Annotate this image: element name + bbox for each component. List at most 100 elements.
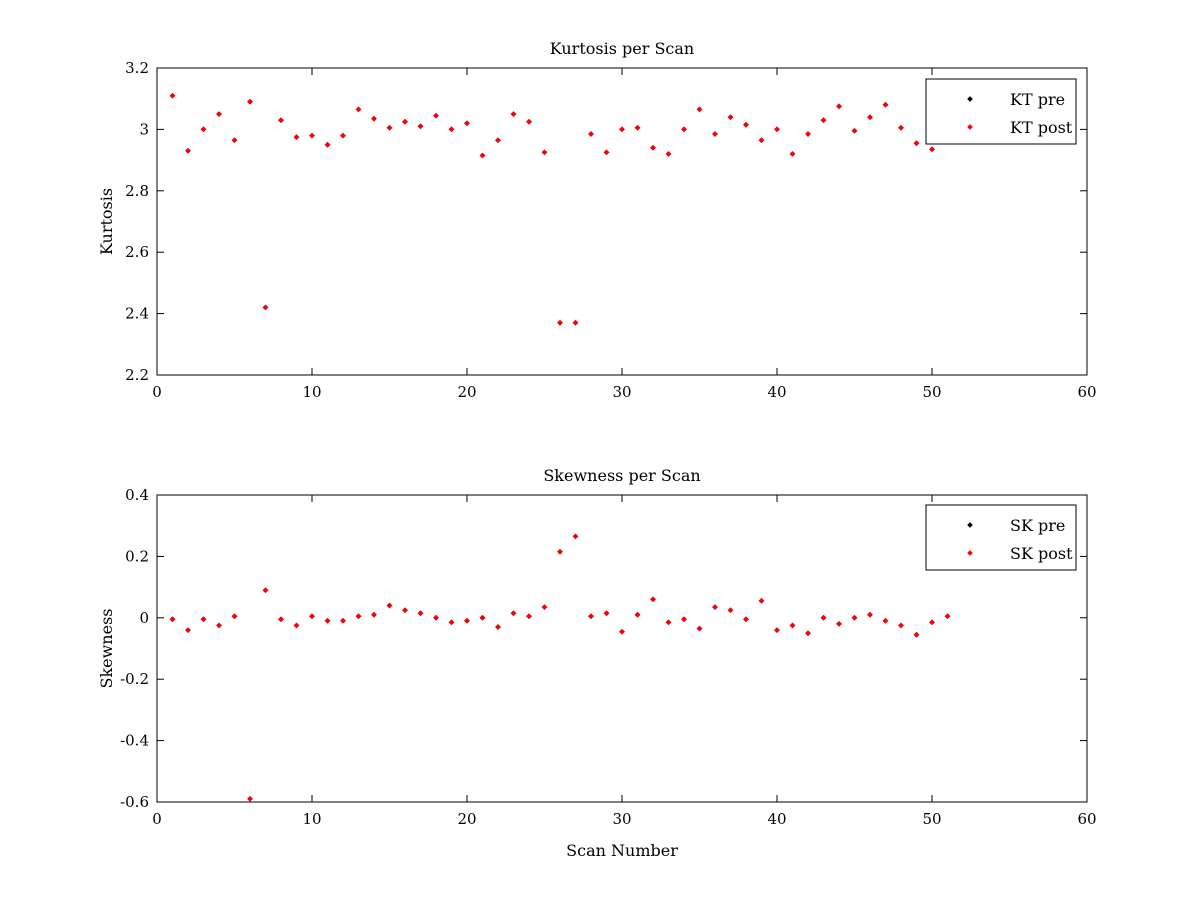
chart2-legend-marker (967, 550, 973, 556)
chart1-point (650, 144, 656, 151)
chart1-point (572, 319, 579, 326)
chart2-point (402, 607, 408, 614)
chart1-point (293, 134, 300, 141)
chart1-xtick-label: 0 (152, 383, 162, 401)
chart1-legend-box (925, 78, 1077, 145)
chart1-point (774, 126, 780, 133)
chart1-point (247, 98, 253, 105)
chart1-series-post (169, 92, 935, 326)
chart2-point (185, 627, 191, 634)
chart2-point (681, 616, 687, 623)
chart2-xtick-label: 50 (922, 810, 941, 828)
chart2-point (929, 619, 935, 626)
chart1-ytick-label: 2.2 (125, 366, 149, 384)
chart1-point (836, 103, 842, 110)
chart2-xtick-label: 60 (1077, 810, 1096, 828)
chart2-point (588, 613, 594, 620)
chart2-point (510, 610, 517, 617)
chart2-point (355, 613, 362, 620)
chart1-point (200, 126, 207, 133)
chart2-point (774, 627, 780, 634)
chart1-legend: KT pre KT post (925, 78, 1077, 145)
chart2: 0 10 20 30 40 50 60 -0.6 -0.4 -0.2 0 0.2 0.4 Skewness… (97, 466, 1097, 860)
chart1-point (789, 151, 796, 157)
chart1-ytick-label: 3 (139, 120, 149, 138)
chart2-point (479, 614, 486, 621)
chart1-ylabel: Kurtosis (97, 188, 116, 255)
chart2-point (665, 619, 672, 626)
chart2-point (433, 614, 439, 621)
chart2-point (278, 616, 284, 623)
chart2-point (417, 610, 424, 617)
chart1-point (712, 131, 718, 137)
chart1-point (913, 140, 920, 147)
chart1-point (743, 121, 749, 128)
chart1-point (355, 106, 362, 113)
chart2-point (898, 622, 904, 629)
chart2-point (758, 597, 765, 604)
chart1-ytick-label: 2.8 (125, 182, 149, 200)
chart2-point (603, 610, 610, 617)
chart2-point (882, 617, 889, 624)
chart1-point (526, 118, 532, 125)
chart1-point (185, 147, 191, 154)
chart2-point (231, 613, 238, 620)
chart2-ytick-label: -0.6 (120, 793, 149, 811)
chart2-point (712, 604, 718, 611)
chart2-point (495, 624, 501, 630)
chart1-point (898, 124, 904, 131)
chart2-point (867, 611, 873, 618)
chart1-point (510, 111, 517, 118)
chart1-point (634, 124, 641, 131)
chart1-point (216, 111, 222, 118)
chart2-point (619, 628, 625, 635)
chart1-legend-marker (967, 96, 973, 102)
chart1-legend-label: KT post (1010, 118, 1073, 137)
chart2-point (293, 622, 300, 629)
chart1-point (464, 120, 470, 127)
chart2-ytick-label: -0.4 (120, 732, 149, 750)
chart2-point (944, 613, 951, 620)
chart1-point (588, 131, 594, 137)
chart1-point (882, 101, 889, 108)
chart2-legend-marker (967, 522, 973, 528)
chart1-xtick-label: 40 (767, 383, 786, 401)
chart1-title: Kurtosis per Scan (550, 39, 694, 58)
chart2-series-post (169, 533, 951, 802)
chart1-point (371, 115, 377, 122)
chart2-point (557, 548, 563, 555)
chart2-xtick-label: 10 (302, 810, 321, 828)
chart1-point (541, 149, 548, 156)
chart1-point (603, 149, 610, 156)
chart2-point (650, 596, 656, 603)
chart2-legend-box (925, 504, 1077, 571)
chart1-point (758, 137, 765, 144)
chart2-ytick-label: 0.4 (125, 486, 149, 504)
chart2-ylabel: Skewness (97, 608, 116, 688)
chart2-xtick-label: 40 (767, 810, 786, 828)
chart2-point (340, 617, 346, 624)
chart2-ytick-label: 0.2 (125, 547, 149, 565)
chart1-point (340, 132, 346, 139)
chart2-point (743, 616, 749, 623)
chart2-point (216, 622, 222, 629)
chart2-point (913, 631, 920, 638)
chart1-xtick-label: 10 (302, 383, 321, 401)
chart2-point (727, 607, 734, 614)
chart1-point (169, 92, 176, 99)
chart2-point (309, 613, 315, 620)
chart1-point (448, 126, 455, 133)
chart2-point (526, 613, 532, 620)
chart1-point (929, 146, 935, 153)
chart1-point (433, 112, 439, 119)
chart2-point (696, 625, 703, 632)
chart1-point (309, 132, 315, 139)
chart1-point (867, 114, 873, 121)
chart2-ytick-label: -0.2 (120, 670, 149, 688)
chart1-xtick-label: 60 (1077, 383, 1096, 401)
chart2-point (820, 614, 827, 621)
chart1-point (820, 117, 827, 124)
chart2-title: Skewness per Scan (543, 466, 700, 485)
